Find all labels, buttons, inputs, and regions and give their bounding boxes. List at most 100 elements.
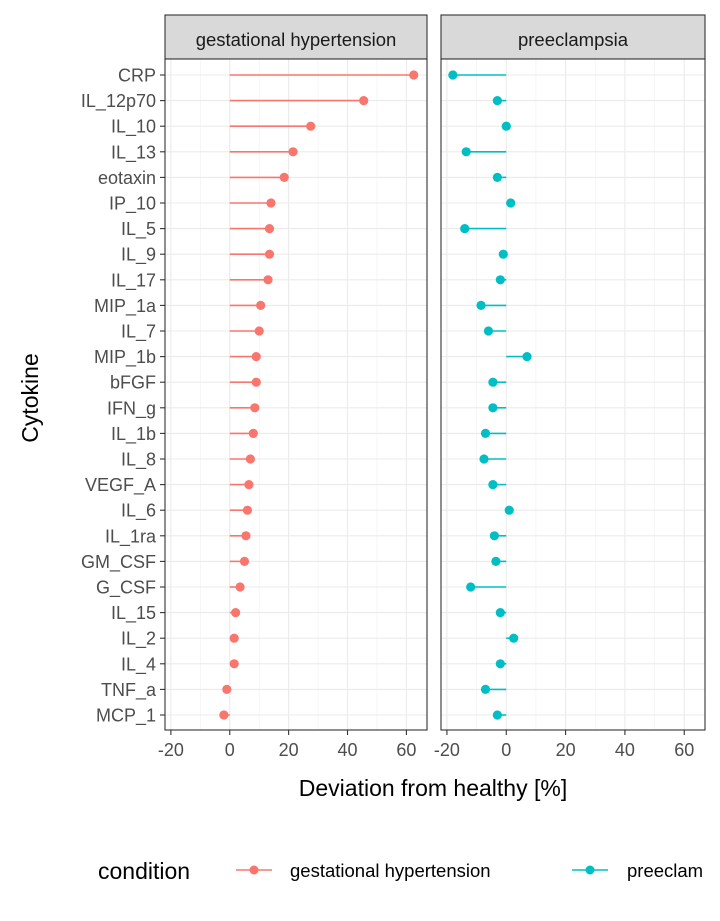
lollipop-point-MIP_1a [256, 300, 266, 310]
lollipop-point-eotaxin [492, 172, 502, 182]
legend-label-preeclampsia: preeclam [627, 860, 703, 881]
x-tick-label: 0 [225, 740, 235, 760]
x-tick-label: 20 [556, 740, 576, 760]
lollipop-point-IL_13 [288, 147, 298, 157]
lollipop-point-IL_9 [264, 249, 275, 259]
y-tick-label-IFN_g: IFN_g [107, 398, 156, 419]
lollipop-point-IL_8 [479, 454, 489, 464]
x-tick-label: 20 [279, 740, 299, 760]
y-tick-label-VEGF_A: VEGF_A [85, 475, 156, 496]
lollipop-point-IL_6 [242, 505, 253, 515]
lollipop-point-IP_10 [266, 198, 276, 208]
y-tick-label-bFGF: bFGF [110, 373, 156, 393]
lollipop-point-MIP_1b [522, 352, 532, 362]
panel-border [164, 58, 428, 731]
legend-label-gestational-hypertension: gestational hypertension [290, 860, 491, 881]
lollipop-point-IL_17 [495, 275, 505, 285]
x-tick-label: 60 [396, 740, 416, 760]
y-tick-label-GM_CSF: GM_CSF [81, 552, 156, 573]
y-tick-label-CRP: CRP [118, 66, 156, 86]
lollipop-point-CRP [409, 70, 419, 80]
lollipop-point-MIP_1a [476, 300, 486, 310]
x-tick-label: -20 [158, 740, 184, 760]
lollipop-point-IL_10 [306, 121, 316, 131]
y-tick-label-MIP_1b: MIP_1b [94, 347, 156, 368]
facet-strip-preeclampsia [440, 14, 706, 60]
lollipop-point-eotaxin [279, 172, 289, 182]
lollipop-point-MCP_1 [492, 710, 502, 720]
y-tick-label-IL_5: IL_5 [121, 219, 156, 240]
lollipop-point-VEGF_A [244, 480, 254, 490]
lollipop-point-IL_12p70 [359, 96, 369, 106]
panel-gestational-hypertension: gestational hypertension -20 0 20 40 60 [158, 14, 428, 760]
plot-background [441, 59, 705, 730]
lollipop-point-bFGF [488, 377, 498, 387]
y-tick-label-IL_10: IL_10 [111, 117, 156, 138]
lollipop-point-IL_2 [509, 633, 519, 643]
lollipop-point-MCP_1 [219, 710, 229, 720]
legend: condition gestational hypertension preec… [98, 858, 703, 884]
lollipop-point-IL_17 [263, 275, 273, 285]
lollipop-point-G_CSF [466, 582, 476, 592]
lollipop-point-IL_12p70 [492, 96, 502, 106]
y-tick-label-IP_10: IP_10 [109, 194, 156, 215]
y-tick-label-IL_7: IL_7 [121, 322, 156, 343]
x-tick-label: 0 [501, 740, 511, 760]
lollipop-point-G_CSF [235, 582, 245, 592]
y-tick-label-IL_13: IL_13 [111, 142, 156, 163]
y-tick-label-IL_4: IL_4 [121, 654, 156, 675]
lollipop-point-MIP_1b [251, 352, 261, 362]
lollipop-point-IL_1ra [241, 531, 251, 541]
lollipop-point-IFN_g [250, 403, 260, 413]
legend-key-preeclampsia [572, 865, 608, 875]
lollipop-point-bFGF [251, 377, 261, 387]
y-tick-label-IL_2: IL_2 [121, 629, 156, 650]
y-tick-label-IL_1b: IL_1b [111, 424, 156, 445]
lollipop-point-IL_5 [264, 224, 275, 234]
y-tick-label-IL_12p70: IL_12p70 [81, 91, 156, 112]
lollipop-point-IL_1ra [489, 531, 499, 541]
y-axis-title: Cytokine [17, 353, 43, 442]
lollipop-point-IL_5 [460, 224, 470, 234]
panel-preeclampsia: preeclampsia -20 0 20 40 60 [434, 14, 706, 760]
y-tick-label-IL_8: IL_8 [121, 450, 156, 471]
y-tick-label-IL_1ra: IL_1ra [105, 526, 157, 547]
y-tick-label-G_CSF: G_CSF [96, 578, 156, 599]
lollipop-point-IL_1b [480, 428, 491, 438]
lollipop-point-IL_7 [254, 326, 264, 336]
y-tick-label-IL_17: IL_17 [111, 270, 156, 291]
lollipop-point-IL_1b [248, 428, 258, 438]
facet-strip-label-preeclampsia: preeclampsia [518, 29, 629, 50]
y-tick-label-IL_15: IL_15 [111, 603, 156, 624]
lollipop-point-CRP [448, 70, 458, 80]
x-tick-label: -20 [434, 740, 460, 760]
lollipop-point-TNF_a [480, 684, 491, 695]
lollipop-point-IFN_g [488, 403, 498, 413]
lollipop-point-IL_4 [229, 659, 239, 669]
legend-title: condition [98, 858, 190, 884]
lollipop-point-GM_CSF [491, 556, 501, 567]
x-tick-label: 40 [338, 740, 358, 760]
lollipop-point-VEGF_A [488, 480, 498, 490]
plot-background [165, 59, 427, 730]
legend-key-gestational-hypertension [236, 865, 272, 875]
lollipop-point-IL_6 [504, 505, 514, 515]
x-tick-label: 40 [615, 740, 635, 760]
lollipop-point-IL_7 [483, 326, 494, 336]
y-tick-label-MCP_1: MCP_1 [96, 706, 156, 727]
facet-strip-label-gestational-hypertension: gestational hypertension [196, 29, 397, 50]
lollipop-point-IL_15 [231, 608, 241, 618]
x-tick-label: 60 [674, 740, 694, 760]
panel-border [440, 58, 706, 731]
lollipop-point-IL_4 [495, 659, 505, 669]
y-tick-label-IL_6: IL_6 [121, 501, 156, 522]
lollipop-point-IL_15 [495, 608, 505, 618]
y-tick-label-MIP_1a: MIP_1a [94, 296, 157, 317]
y-tick-label-TNF_a: TNF_a [101, 680, 157, 701]
x-axis-title: Deviation from healthy [%] [299, 775, 567, 801]
lollipop-point-TNF_a [222, 684, 232, 695]
lollipop-point-IL_13 [461, 147, 471, 157]
y-tick-label-IL_9: IL_9 [121, 245, 156, 266]
y-tick-label-eotaxin: eotaxin [98, 168, 156, 188]
